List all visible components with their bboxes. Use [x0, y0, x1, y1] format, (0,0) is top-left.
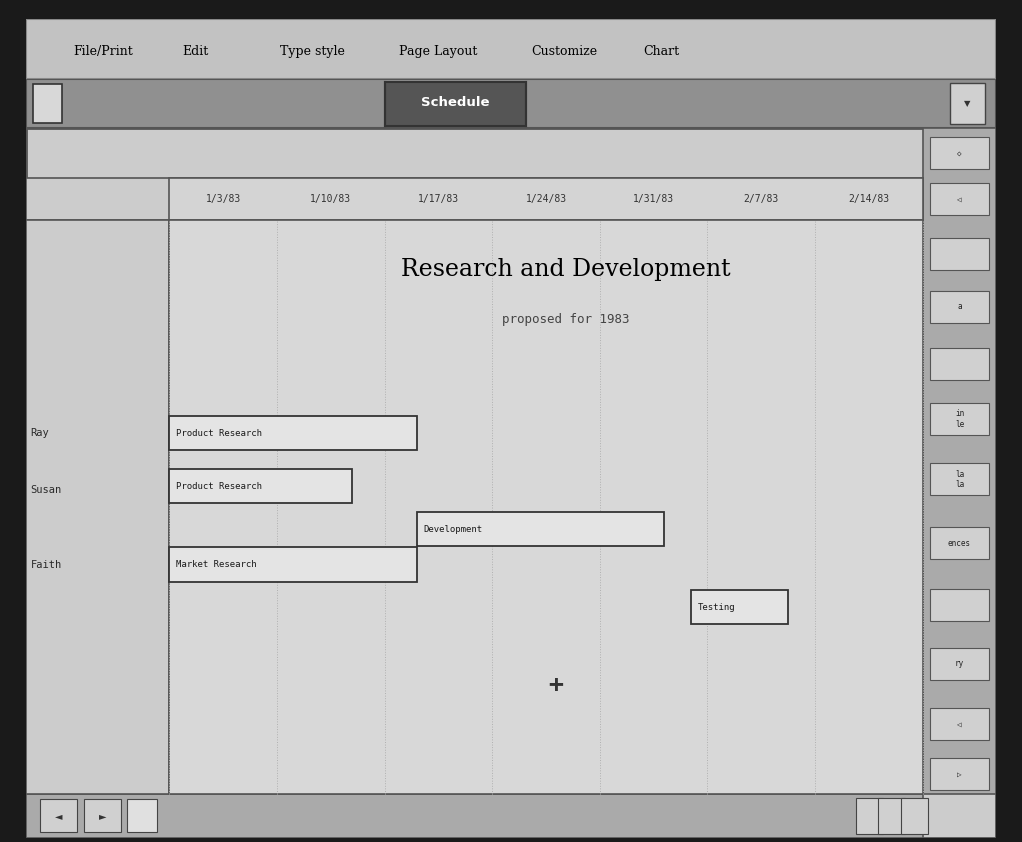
Text: ◄: ◄: [55, 811, 62, 821]
Bar: [901, 798, 928, 834]
Text: Chart: Chart: [644, 45, 680, 58]
Text: la
la: la la: [955, 470, 964, 489]
Text: a: a: [958, 302, 962, 312]
Text: File/Print: File/Print: [74, 45, 133, 58]
Bar: [930, 758, 989, 790]
Text: ◁: ◁: [958, 195, 962, 204]
Text: 2/14/83: 2/14/83: [848, 194, 889, 204]
Text: in
le: in le: [955, 409, 964, 429]
Bar: [170, 547, 417, 582]
Text: Research and Development: Research and Development: [401, 258, 730, 281]
Text: ◇: ◇: [958, 148, 962, 157]
Bar: [930, 647, 989, 679]
Text: 1/17/83: 1/17/83: [418, 194, 459, 204]
Text: Market Research: Market Research: [176, 560, 257, 569]
Bar: [930, 527, 989, 559]
Bar: [855, 798, 883, 834]
Bar: [930, 348, 989, 380]
Bar: [930, 238, 989, 270]
Bar: [417, 512, 664, 546]
Bar: [26, 221, 170, 794]
Bar: [930, 290, 989, 322]
Bar: [930, 463, 989, 495]
Text: Schedule: Schedule: [421, 96, 490, 109]
Text: ▷: ▷: [958, 770, 962, 778]
Bar: [40, 799, 77, 832]
Text: Testing: Testing: [698, 603, 736, 611]
Text: 1/31/83: 1/31/83: [633, 194, 675, 204]
Text: Type style: Type style: [280, 45, 344, 58]
Bar: [930, 137, 989, 168]
Text: Customize: Customize: [531, 45, 598, 58]
Bar: [384, 82, 525, 125]
Bar: [170, 416, 417, 450]
Text: Page Layout: Page Layout: [399, 45, 477, 58]
Text: ◁: ◁: [958, 720, 962, 728]
Bar: [691, 590, 788, 624]
Bar: [930, 708, 989, 740]
Text: ry: ry: [955, 659, 964, 669]
Bar: [949, 83, 985, 124]
Bar: [26, 178, 923, 221]
Text: Product Research: Product Research: [176, 482, 262, 491]
Text: ►: ►: [98, 811, 106, 821]
Text: Faith: Faith: [31, 560, 61, 569]
Text: Product Research: Product Research: [176, 429, 262, 438]
Text: 1/24/83: 1/24/83: [525, 194, 566, 204]
Bar: [170, 221, 923, 794]
Text: +: +: [548, 674, 563, 697]
Text: 1/3/83: 1/3/83: [205, 194, 241, 204]
Bar: [878, 798, 905, 834]
Text: 1/10/83: 1/10/83: [310, 194, 352, 204]
Text: 2/7/83: 2/7/83: [744, 194, 779, 204]
Bar: [930, 403, 989, 435]
Text: Development: Development: [423, 525, 482, 534]
Text: Edit: Edit: [182, 45, 208, 58]
Bar: [84, 799, 121, 832]
Text: ▼: ▼: [964, 99, 971, 108]
Bar: [26, 794, 923, 838]
Text: ences: ences: [948, 539, 971, 547]
Bar: [128, 799, 156, 832]
Text: Ray: Ray: [31, 429, 49, 438]
Bar: [930, 589, 989, 621]
Bar: [923, 128, 996, 794]
Text: proposed for 1983: proposed for 1983: [502, 313, 630, 326]
Bar: [930, 183, 989, 215]
Text: Susan: Susan: [31, 485, 61, 495]
Bar: [170, 178, 923, 221]
Bar: [170, 469, 353, 504]
Bar: [34, 84, 62, 123]
